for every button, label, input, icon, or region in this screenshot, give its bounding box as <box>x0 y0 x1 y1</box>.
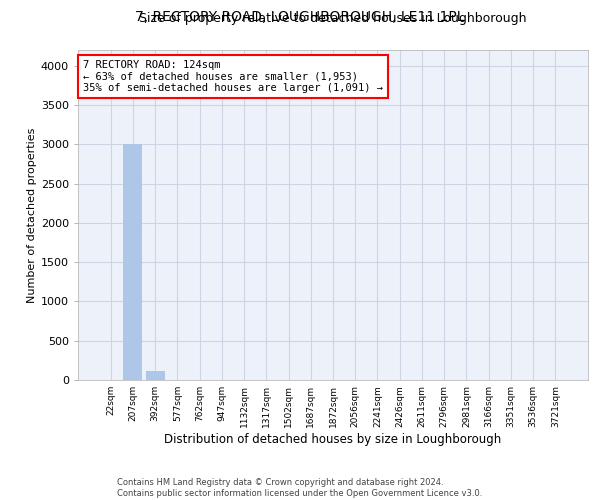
Text: 7, RECTORY ROAD, LOUGHBOROUGH, LE11 1PL: 7, RECTORY ROAD, LOUGHBOROUGH, LE11 1PL <box>135 10 465 24</box>
Y-axis label: Number of detached properties: Number of detached properties <box>26 128 37 302</box>
Text: Contains HM Land Registry data © Crown copyright and database right 2024.
Contai: Contains HM Land Registry data © Crown c… <box>118 478 482 498</box>
Title: Size of property relative to detached houses in Loughborough: Size of property relative to detached ho… <box>139 12 527 25</box>
Text: 7 RECTORY ROAD: 124sqm
← 63% of detached houses are smaller (1,953)
35% of semi-: 7 RECTORY ROAD: 124sqm ← 63% of detached… <box>83 60 383 93</box>
X-axis label: Distribution of detached houses by size in Loughborough: Distribution of detached houses by size … <box>164 432 502 446</box>
Bar <box>146 371 164 380</box>
Bar <box>124 144 142 380</box>
